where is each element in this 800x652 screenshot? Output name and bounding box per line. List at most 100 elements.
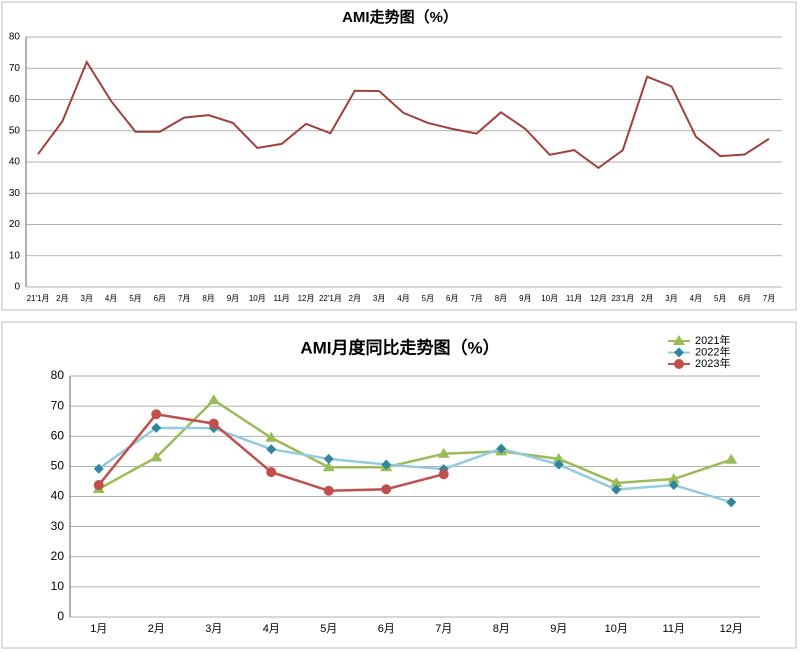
marker bbox=[726, 497, 737, 508]
y-tick-label: 0 bbox=[14, 282, 20, 293]
marker bbox=[668, 480, 679, 491]
x-tick-label: 3月 bbox=[205, 623, 222, 635]
y-tick-label: 70 bbox=[9, 63, 21, 74]
x-tick-label: 11月 bbox=[274, 294, 290, 303]
y-tick-label: 10 bbox=[9, 250, 21, 261]
marker bbox=[265, 431, 278, 442]
legend-label: 2023年 bbox=[695, 356, 730, 370]
chart-title: AMI月度同比走势图（%） bbox=[300, 337, 499, 357]
x-tick-label: 10月 bbox=[541, 294, 558, 303]
y-tick-label: 80 bbox=[51, 368, 65, 382]
marker bbox=[93, 480, 104, 491]
marker bbox=[151, 409, 162, 420]
marker bbox=[553, 459, 564, 470]
x-tick-label: 4月 bbox=[397, 294, 409, 303]
line bbox=[98, 398, 732, 491]
marker bbox=[322, 461, 335, 472]
line bbox=[98, 426, 732, 504]
y-tick-label: 10 bbox=[51, 579, 65, 593]
legend-marker bbox=[674, 347, 684, 358]
chart-title: AMI走势图（%） bbox=[342, 8, 458, 26]
y-tick-label: 60 bbox=[51, 428, 65, 442]
x-tick-label: 4月 bbox=[105, 294, 117, 303]
panel bbox=[1, 1, 797, 311]
marker bbox=[151, 422, 162, 433]
x-tick-label: 10月 bbox=[605, 623, 628, 635]
x-tick-label: 2月 bbox=[148, 623, 165, 635]
y-tick-label: 40 bbox=[9, 157, 21, 168]
marker bbox=[266, 467, 277, 478]
x-tick-label: 7月 bbox=[435, 623, 452, 635]
x-tick-label: 5月 bbox=[714, 294, 726, 303]
x-tick-label: 22'1月 bbox=[319, 294, 342, 303]
x-tick-label: 1月 bbox=[90, 623, 107, 635]
x-tick-label: 12月 bbox=[720, 623, 743, 635]
x-tick-label: 8月 bbox=[495, 294, 507, 303]
x-tick-label: 9月 bbox=[550, 623, 567, 635]
x-tick-label: 9月 bbox=[227, 294, 239, 303]
x-tick-label: 10月 bbox=[249, 294, 266, 303]
marker bbox=[438, 469, 449, 480]
x-tick-label: 11月 bbox=[566, 294, 582, 303]
marker bbox=[610, 476, 623, 487]
x-tick-label: 5月 bbox=[422, 294, 434, 303]
y-tick-label: 50 bbox=[9, 125, 21, 136]
y-tick-label: 20 bbox=[9, 219, 21, 230]
legend-marker bbox=[674, 359, 684, 369]
marker bbox=[496, 443, 507, 454]
x-tick-label: 12月 bbox=[590, 294, 607, 303]
marker bbox=[381, 459, 392, 470]
x-tick-label: 21'1月 bbox=[27, 294, 50, 303]
x-tick-label: 6月 bbox=[154, 294, 166, 303]
x-tick-label: 6月 bbox=[446, 294, 458, 303]
x-tick-label: 4月 bbox=[690, 294, 702, 303]
x-tick-label: 2月 bbox=[56, 294, 68, 303]
x-tick-label: 3月 bbox=[665, 294, 677, 303]
marker bbox=[150, 451, 163, 462]
x-tick-label: 7月 bbox=[763, 294, 775, 303]
marker bbox=[611, 484, 622, 495]
legend-label: 2022年 bbox=[695, 344, 730, 358]
marker bbox=[437, 447, 450, 458]
x-tick-label: 2月 bbox=[349, 294, 361, 303]
marker bbox=[381, 484, 392, 495]
x-tick-label: 3月 bbox=[81, 294, 93, 303]
y-tick-label: 70 bbox=[51, 398, 65, 412]
marker bbox=[323, 485, 334, 496]
marker bbox=[323, 453, 334, 464]
x-tick-label: 23'1月 bbox=[611, 294, 634, 303]
x-tick-label: 4月 bbox=[263, 623, 280, 635]
y-tick-label: 30 bbox=[51, 519, 65, 533]
x-tick-label: 2月 bbox=[641, 294, 653, 303]
line bbox=[37, 59, 770, 170]
x-tick-label: 5月 bbox=[320, 623, 337, 635]
x-tick-label: 7月 bbox=[470, 294, 482, 303]
x-tick-label: 8月 bbox=[202, 294, 214, 303]
x-tick-label: 5月 bbox=[129, 294, 141, 303]
marker bbox=[552, 452, 565, 463]
x-tick-label: 7月 bbox=[178, 294, 190, 303]
y-tick-label: 80 bbox=[9, 32, 21, 43]
y-tick-label: 60 bbox=[9, 94, 21, 105]
x-tick-label: 11月 bbox=[663, 623, 685, 635]
x-tick-label: 12月 bbox=[298, 294, 315, 303]
marker bbox=[667, 473, 680, 484]
y-tick-label: 40 bbox=[51, 489, 65, 503]
x-tick-label: 6月 bbox=[738, 294, 750, 303]
marker bbox=[266, 444, 277, 455]
marker bbox=[93, 463, 104, 474]
y-tick-label: 50 bbox=[51, 459, 65, 473]
x-tick-label: 9月 bbox=[519, 294, 531, 303]
marker bbox=[207, 394, 220, 405]
marker bbox=[725, 453, 738, 464]
marker bbox=[208, 418, 219, 429]
x-tick-label: 6月 bbox=[378, 623, 395, 635]
y-tick-label: 0 bbox=[57, 609, 64, 623]
y-tick-label: 30 bbox=[9, 188, 21, 199]
legend-marker bbox=[673, 335, 685, 345]
legend-label: 2021年 bbox=[695, 333, 730, 347]
y-tick-label: 20 bbox=[51, 549, 65, 563]
x-tick-label: 8月 bbox=[493, 623, 510, 635]
x-tick-label: 3月 bbox=[373, 294, 385, 303]
